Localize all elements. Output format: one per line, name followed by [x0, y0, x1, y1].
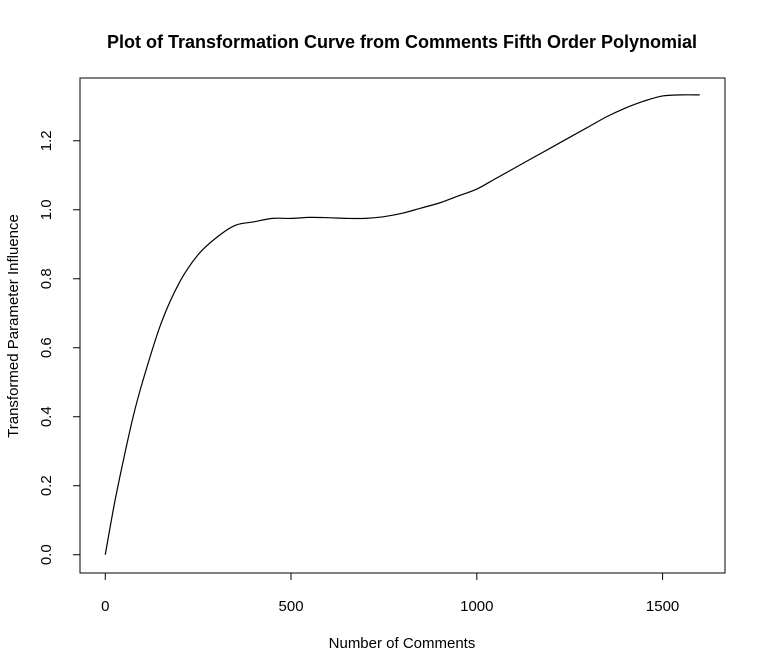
y-tick-label: 0.0	[38, 544, 55, 565]
y-axis-label: Transformed Parameter Influence	[5, 214, 22, 438]
x-tick-label: 1500	[646, 598, 679, 615]
x-tick-label: 500	[279, 598, 304, 615]
y-tick-label: 1.2	[38, 130, 55, 151]
x-tick-label: 0	[101, 598, 109, 615]
x-tick-label: 1000	[460, 598, 493, 615]
x-axis: 0 500 1000 1500	[101, 572, 679, 615]
y-tick-label: 0.6	[38, 337, 55, 358]
x-axis-label: Number of Comments	[329, 635, 476, 652]
plot-frame	[79, 77, 726, 574]
y-tick-label: 0.8	[38, 268, 55, 289]
y-tick-label: 1.0	[38, 199, 55, 220]
y-axis: 0.0 0.2 0.4 0.6 0.8 1.0 1.2	[38, 130, 81, 565]
y-tick-label: 0.2	[38, 475, 55, 496]
series-line	[104, 94, 700, 555]
y-tick-label: 0.4	[38, 406, 55, 427]
chart-title: Plot of Transformation Curve from Commen…	[107, 32, 697, 52]
